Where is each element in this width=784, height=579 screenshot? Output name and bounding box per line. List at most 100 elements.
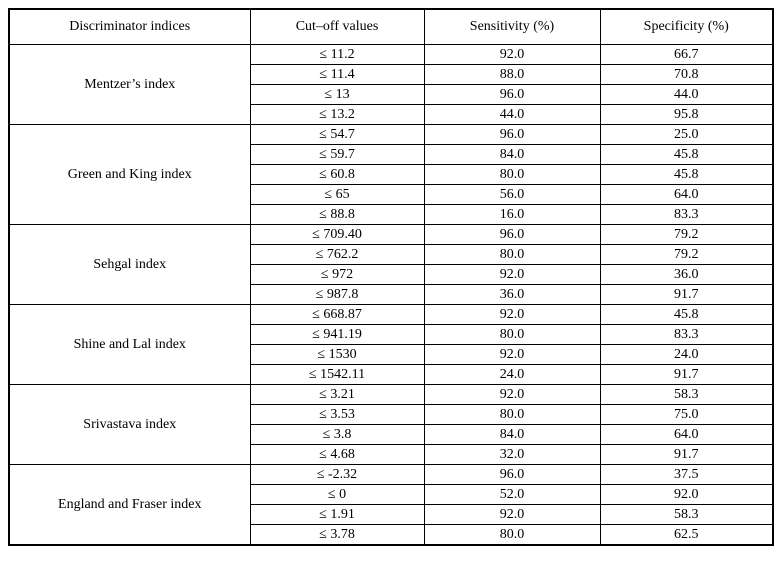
cutoff-cell: ≤ 13 xyxy=(249,84,425,105)
sensitivity-cell: 96.0 xyxy=(423,464,601,485)
sensitivity-cell: 96.0 xyxy=(423,224,601,245)
table-row: ≤ 1530 92.0 24.0 xyxy=(9,344,774,365)
cutoff-cell: ≤ 1542.11 xyxy=(249,364,425,385)
specificity-cell: 64.0 xyxy=(599,424,774,445)
specificity-cell: 45.8 xyxy=(599,304,774,325)
sensitivity-cell: 84.0 xyxy=(423,144,601,165)
table-body: Mentzer’s index ≤ 11.2 92.0 66.7 ≤ 11.4 … xyxy=(8,44,774,546)
specificity-cell: 58.3 xyxy=(599,504,774,525)
specificity-cell: 70.8 xyxy=(599,64,774,85)
cutoff-cell: ≤ 88.8 xyxy=(249,204,425,225)
table-row: ≤ 13 96.0 44.0 xyxy=(9,84,774,105)
cutoff-cell: ≤ 59.7 xyxy=(249,144,425,165)
sensitivity-cell: 16.0 xyxy=(423,204,601,225)
specificity-cell: 45.8 xyxy=(599,164,774,185)
sensitivity-cell: 92.0 xyxy=(423,304,601,325)
index-cell-sehgal: Sehgal index xyxy=(8,224,251,305)
specificity-cell: 91.7 xyxy=(599,364,774,385)
cutoff-cell: ≤ -2.32 xyxy=(249,464,425,485)
sensitivity-cell: 84.0 xyxy=(423,424,601,445)
sensitivity-cell: 44.0 xyxy=(423,104,601,125)
index-cell-england-and-fraser: England and Fraser index xyxy=(8,464,251,546)
table-row: ≤ 4.68 32.0 91.7 xyxy=(9,444,774,465)
table-row: ≤ 762.2 80.0 79.2 xyxy=(9,244,774,265)
sensitivity-cell: 52.0 xyxy=(423,484,601,505)
index-cell-srivastava: Srivastava index xyxy=(8,384,251,465)
cutoff-cell: ≤ 13.2 xyxy=(249,104,425,125)
table-row: ≤ 88.8 16.0 83.3 xyxy=(9,204,774,225)
col-header-specificity: Specificity (%) xyxy=(599,8,774,45)
cutoff-cell: ≤ 11.4 xyxy=(249,64,425,85)
sensitivity-cell: 88.0 xyxy=(423,64,601,85)
specificity-cell: 44.0 xyxy=(599,84,774,105)
sensitivity-cell: 96.0 xyxy=(423,84,601,105)
specificity-cell: 79.2 xyxy=(599,224,774,245)
table-row: ≤ 3.78 80.0 62.5 xyxy=(9,524,774,546)
index-cell-mentzers: Mentzer’s index xyxy=(8,44,251,125)
table-row: Sehgal index ≤ 709.40 96.0 79.2 xyxy=(8,224,774,305)
cutoff-cell: ≤ 941.19 xyxy=(249,324,425,345)
sensitivity-cell: 92.0 xyxy=(423,344,601,365)
cutoff-cell: ≤ 3.78 xyxy=(249,524,425,546)
specificity-cell: 58.3 xyxy=(599,384,774,405)
cutoff-cell: ≤ 60.8 xyxy=(249,164,425,185)
cutoff-cell: ≤ 3.8 xyxy=(249,424,425,445)
cutoff-cell: ≤ 54.7 xyxy=(249,124,425,145)
table-row: ≤ 1542.11 24.0 91.7 xyxy=(9,364,774,385)
specificity-cell: 95.8 xyxy=(599,104,774,125)
table-row: England and Fraser index ≤ -2.32 96.0 37… xyxy=(8,464,774,546)
cutoff-cell: ≤ 1.91 xyxy=(249,504,425,525)
cutoff-cell: ≤ 762.2 xyxy=(249,244,425,265)
table-row: Srivastava index ≤ 3.21 92.0 58.3 xyxy=(8,384,774,465)
cutoff-cell: ≤ 4.68 xyxy=(249,444,425,465)
page: Discriminator indices Cut–off values Sen… xyxy=(8,8,774,546)
table-row: ≤ 60.8 80.0 45.8 xyxy=(9,164,774,185)
specificity-cell: 64.0 xyxy=(599,184,774,205)
specificity-cell: 37.5 xyxy=(599,464,774,485)
cutoff-cell: ≤ 668.87 xyxy=(249,304,425,325)
sensitivity-cell: 80.0 xyxy=(423,324,601,345)
specificity-cell: 62.5 xyxy=(599,524,774,546)
col-header-sensitivity: Sensitivity (%) xyxy=(423,8,601,45)
specificity-cell: 83.3 xyxy=(599,324,774,345)
header-row: Discriminator indices Cut–off values Sen… xyxy=(8,8,774,45)
sensitivity-cell: 80.0 xyxy=(423,244,601,265)
sensitivity-cell: 80.0 xyxy=(423,404,601,425)
table-row: ≤ 65 56.0 64.0 xyxy=(9,184,774,205)
sensitivity-cell: 92.0 xyxy=(423,264,601,285)
table-row: ≤ 1.91 92.0 58.3 xyxy=(9,504,774,525)
cutoff-cell: ≤ 987.8 xyxy=(249,284,425,305)
sensitivity-cell: 92.0 xyxy=(423,44,601,65)
table-row: Green and King index ≤ 54.7 96.0 25.0 xyxy=(8,124,774,225)
specificity-cell: 45.8 xyxy=(599,144,774,165)
specificity-cell: 24.0 xyxy=(599,344,774,365)
sensitivity-cell: 92.0 xyxy=(423,384,601,405)
cutoff-cell: ≤ 11.2 xyxy=(249,44,425,65)
sensitivity-cell: 24.0 xyxy=(423,364,601,385)
sensitivity-cell: 56.0 xyxy=(423,184,601,205)
table-row: ≤ 972 92.0 36.0 xyxy=(9,264,774,285)
cutoff-cell: ≤ 0 xyxy=(249,484,425,505)
specificity-cell: 91.7 xyxy=(599,284,774,305)
specificity-cell: 91.7 xyxy=(599,444,774,465)
table-header: Discriminator indices Cut–off values Sen… xyxy=(8,8,774,45)
sensitivity-cell: 92.0 xyxy=(423,504,601,525)
specificity-cell: 79.2 xyxy=(599,244,774,265)
table-row: ≤ 59.7 84.0 45.8 xyxy=(9,144,774,165)
specificity-cell: 92.0 xyxy=(599,484,774,505)
sensitivity-cell: 32.0 xyxy=(423,444,601,465)
index-cell-shine-and-lal: Shine and Lal index xyxy=(8,304,251,385)
sensitivity-cell: 36.0 xyxy=(423,284,601,305)
sensitivity-cell: 80.0 xyxy=(423,164,601,185)
specificity-cell: 66.7 xyxy=(599,44,774,65)
col-header-discriminator-indices: Discriminator indices xyxy=(8,8,251,45)
specificity-cell: 36.0 xyxy=(599,264,774,285)
sensitivity-cell: 96.0 xyxy=(423,124,601,145)
discriminator-indices-table: Discriminator indices Cut–off values Sen… xyxy=(8,8,774,546)
cutoff-cell: ≤ 1530 xyxy=(249,344,425,365)
specificity-cell: 83.3 xyxy=(599,204,774,225)
table-row: Mentzer’s index ≤ 11.2 92.0 66.7 xyxy=(8,44,774,125)
cutoff-cell: ≤ 3.53 xyxy=(249,404,425,425)
sensitivity-cell: 80.0 xyxy=(423,524,601,546)
cutoff-cell: ≤ 3.21 xyxy=(249,384,425,405)
